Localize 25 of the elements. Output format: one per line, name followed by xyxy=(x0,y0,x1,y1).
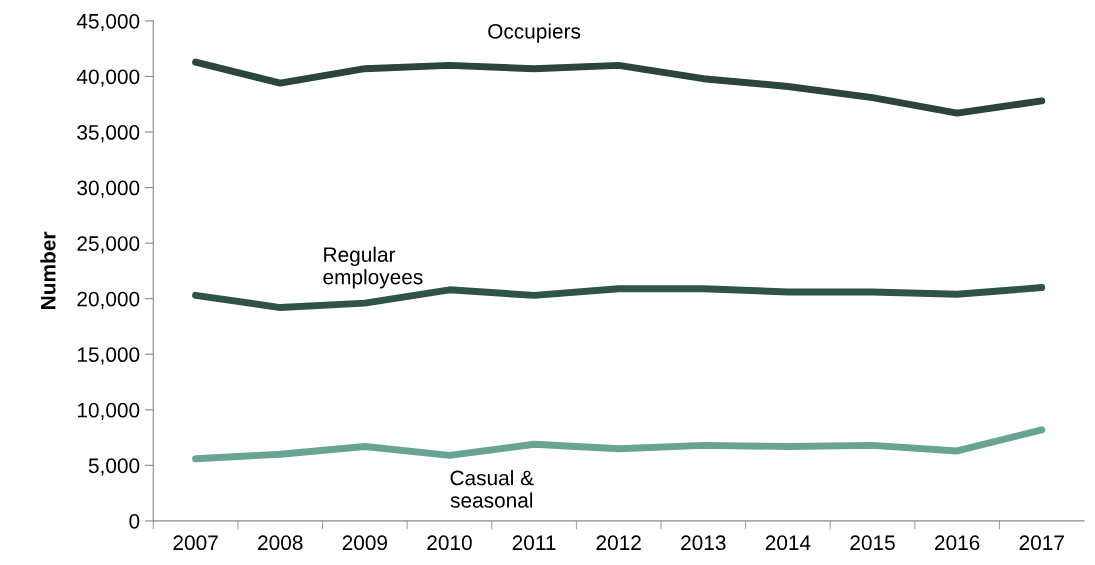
y-tick-label: 30,000 xyxy=(77,180,140,198)
series-label: Occupiers xyxy=(488,23,581,43)
x-tick-label: 2016 xyxy=(935,535,980,551)
series-label: Casual & seasonal xyxy=(450,470,534,508)
x-tick-label: 2010 xyxy=(427,535,472,551)
y-tick-label: 40,000 xyxy=(76,69,140,87)
y-tick-label: 20,000 xyxy=(77,291,140,309)
y-tick-label: 25,000 xyxy=(77,236,140,254)
y-tick-label: 10,000 xyxy=(77,402,140,421)
x-tick-label: 2015 xyxy=(850,535,895,551)
y-tick-label: 15,000 xyxy=(77,347,140,365)
y-tick-label: 45,000 xyxy=(76,13,140,32)
x-tick-label: 2013 xyxy=(681,535,726,551)
x-tick-label: 2009 xyxy=(342,535,388,551)
x-tick-label: 2014 xyxy=(765,535,811,551)
y-axis-title: Number xyxy=(40,231,56,309)
y-tick-label: 0 xyxy=(129,513,140,529)
x-tick-label: 2007 xyxy=(173,535,218,551)
x-tick-label: 2017 xyxy=(1019,535,1064,551)
y-tick-label: 35,000 xyxy=(77,125,140,143)
x-tick-label: 2012 xyxy=(596,535,641,551)
series-label: Regular employees xyxy=(323,246,423,289)
y-tick-label: 5,000 xyxy=(88,458,140,476)
x-tick-label: 2008 xyxy=(258,535,303,551)
x-tick-label: 2011 xyxy=(512,535,556,551)
